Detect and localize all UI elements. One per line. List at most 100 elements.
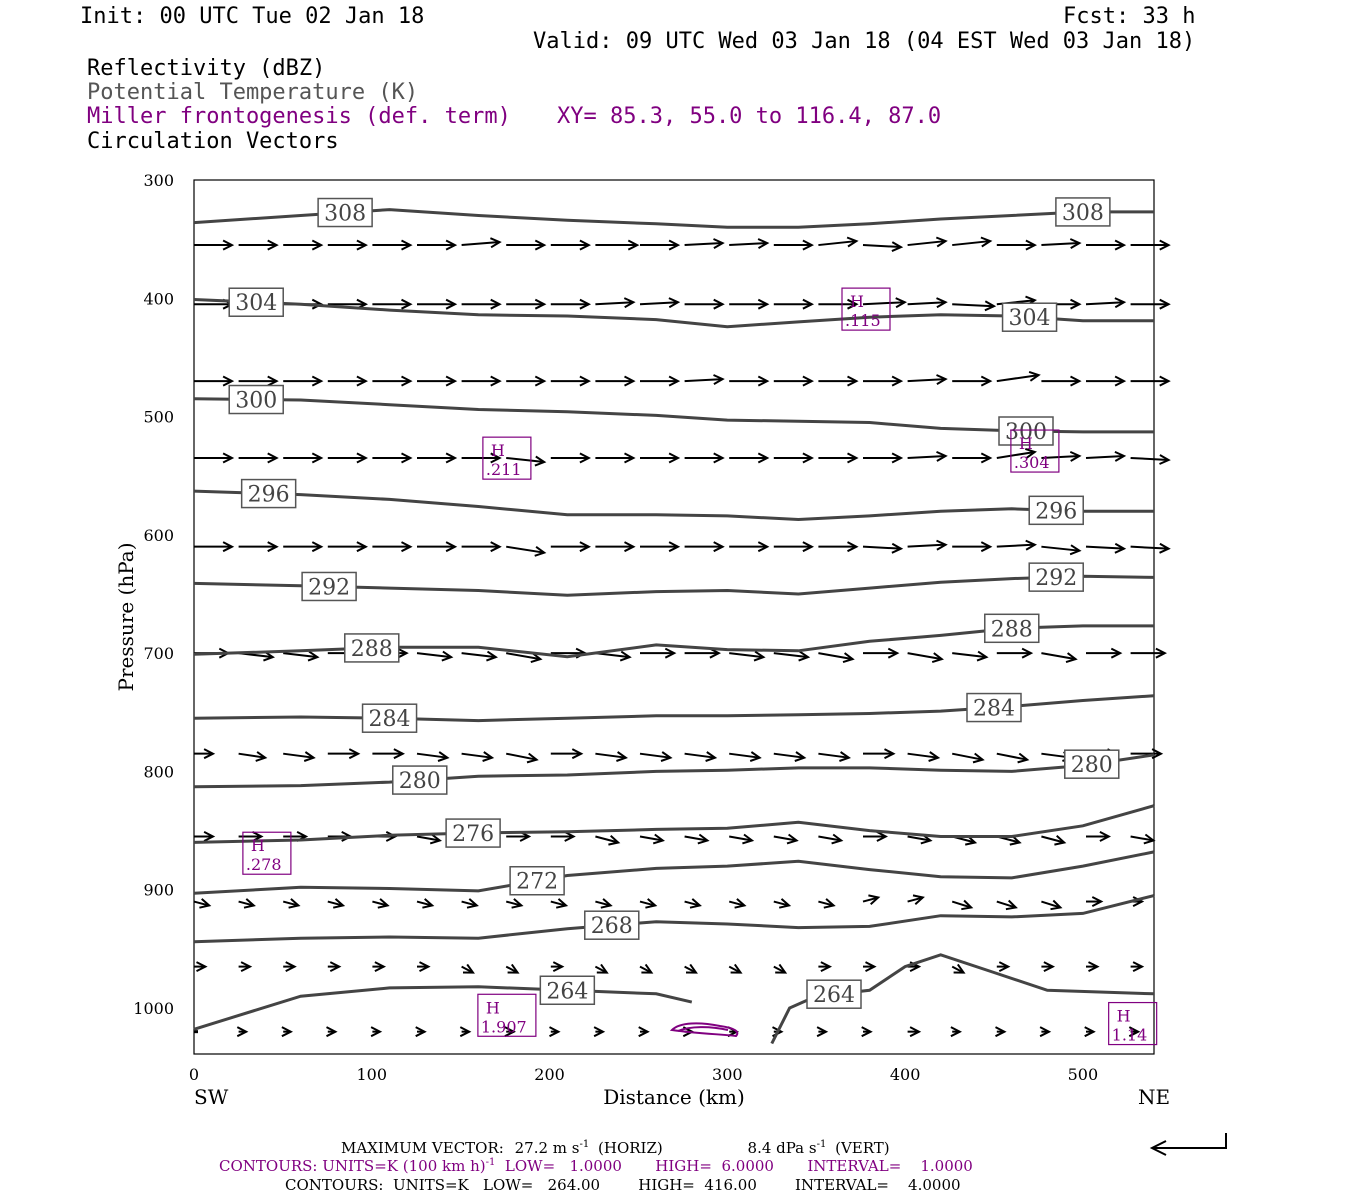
vector-arrow	[862, 241, 904, 253]
vector-arrow	[505, 898, 524, 909]
vector-arrow	[549, 1026, 561, 1038]
vector-arrow	[728, 898, 747, 909]
vector-arrow	[372, 748, 405, 760]
vector-arrow	[863, 831, 888, 842]
vector-arrow	[773, 751, 807, 762]
y-tick-label: 600	[143, 526, 174, 545]
contour-label: 284	[973, 697, 1015, 722]
vector-arrow	[194, 961, 208, 972]
fronto-max-box	[841, 287, 891, 331]
vector-arrow	[327, 452, 368, 464]
vector-arrow	[863, 748, 896, 760]
vector-arrow	[863, 375, 904, 387]
fronto-contour-units-exp: -1	[485, 1157, 496, 1168]
x-axis-label: Distance (km)	[603, 1085, 745, 1109]
theta-contour-308	[193, 208, 1154, 229]
cross-section-endpoints: XY= 85.3, 55.0 to 116.4, 87.0	[557, 104, 942, 129]
vector-arrow	[595, 297, 636, 309]
vector-arrow	[1041, 961, 1056, 972]
vector-arrow	[372, 541, 413, 553]
vector-arrow	[1084, 1026, 1096, 1038]
vector-arrow	[550, 898, 569, 909]
reference-vector	[1149, 1133, 1227, 1156]
vector-arrow	[729, 298, 770, 310]
vector-arrow	[1041, 238, 1082, 249]
contour-label: 272	[516, 870, 558, 895]
vector-arrow	[1130, 961, 1145, 972]
vector-arrow	[684, 298, 725, 310]
vector-arrow	[327, 898, 346, 909]
vector-arrow	[952, 452, 993, 464]
fronto-max-value: 1.14	[1112, 1026, 1148, 1045]
contour-label-box	[806, 979, 862, 1009]
x-end-label-ne: NE	[1138, 1085, 1170, 1109]
contour-label-box	[539, 975, 596, 1006]
vector-arrow	[684, 374, 725, 385]
vector-arrow	[550, 239, 591, 251]
vector-arrow	[952, 541, 993, 553]
contour-label: 264	[546, 979, 588, 1004]
vector-arrow	[194, 541, 235, 553]
vector-arrow	[773, 963, 788, 974]
vector-arrow	[415, 1026, 427, 1038]
field-miller-frontogenesis: Miller frontogenesis (def. term)	[87, 104, 511, 129]
vector-arrow	[506, 239, 547, 251]
vector-arrow	[283, 751, 316, 762]
vector-arrow	[550, 298, 592, 310]
vector-arrow	[818, 833, 844, 845]
vector-arrow	[684, 541, 725, 553]
vector-arrow	[461, 452, 502, 464]
max-vector-horiz: 27.2 m s	[514, 1139, 580, 1157]
contour-label-box	[584, 910, 640, 940]
vector-arrow	[773, 833, 799, 845]
vector-arrow	[1130, 542, 1171, 554]
vector-arrow	[773, 452, 814, 464]
vector-arrow	[1130, 833, 1156, 845]
plot-frame	[193, 179, 1155, 1055]
vector-arrow	[1128, 1026, 1141, 1038]
vector-arrow	[1041, 544, 1082, 556]
max-vector-horiz-exp: -1	[579, 1139, 590, 1150]
contour-label-box	[1064, 749, 1120, 779]
field-reflectivity: Reflectivity (dBZ)	[87, 56, 326, 81]
fronto-max-value: .211	[486, 460, 522, 479]
vector-arrow	[506, 298, 547, 310]
vector-arrow	[194, 375, 235, 387]
vector-arrow	[506, 375, 547, 387]
vector-arrow	[327, 961, 342, 972]
vector-arrow	[1086, 375, 1127, 387]
x-tick-label: 500	[1068, 1065, 1099, 1084]
vector-arrow	[417, 375, 458, 387]
vector-arrow	[595, 375, 636, 387]
field-potential-temperature: Potential Temperature (K)	[87, 80, 419, 105]
vector-arrow	[907, 297, 948, 309]
vector-arrow	[506, 545, 547, 557]
contour-label-box	[1055, 197, 1111, 227]
vector-arrow	[1041, 450, 1082, 462]
fronto-max-box	[482, 436, 532, 480]
vector-arrow	[327, 748, 361, 760]
vector-arrow	[818, 452, 859, 464]
vector-arrow	[595, 541, 636, 553]
vector-arrow	[416, 833, 442, 845]
fronto-contour-units: CONTOURS: UNITS=K (100 km h)	[219, 1157, 486, 1175]
vector-arrow	[818, 961, 833, 972]
vector-arrow	[238, 452, 279, 464]
vector-arrow	[506, 652, 543, 664]
contour-label-box	[1028, 495, 1084, 526]
y-tick-label: 800	[143, 762, 174, 781]
contour-label: 264	[813, 983, 855, 1008]
vector-arrow	[729, 833, 755, 845]
contour-label-box	[240, 478, 297, 509]
fronto-max-box	[242, 831, 292, 875]
vector-arrow	[595, 835, 621, 846]
vector-arrow	[283, 650, 320, 662]
vector-arrow	[640, 239, 681, 251]
vector-arrow	[818, 898, 836, 909]
max-vector-horiz-units: (HORIZ)	[598, 1139, 663, 1157]
vector-arrow	[861, 1026, 873, 1038]
vector-arrow	[996, 899, 1018, 911]
vector-arrow	[818, 236, 859, 248]
vector-arrow	[639, 833, 665, 845]
